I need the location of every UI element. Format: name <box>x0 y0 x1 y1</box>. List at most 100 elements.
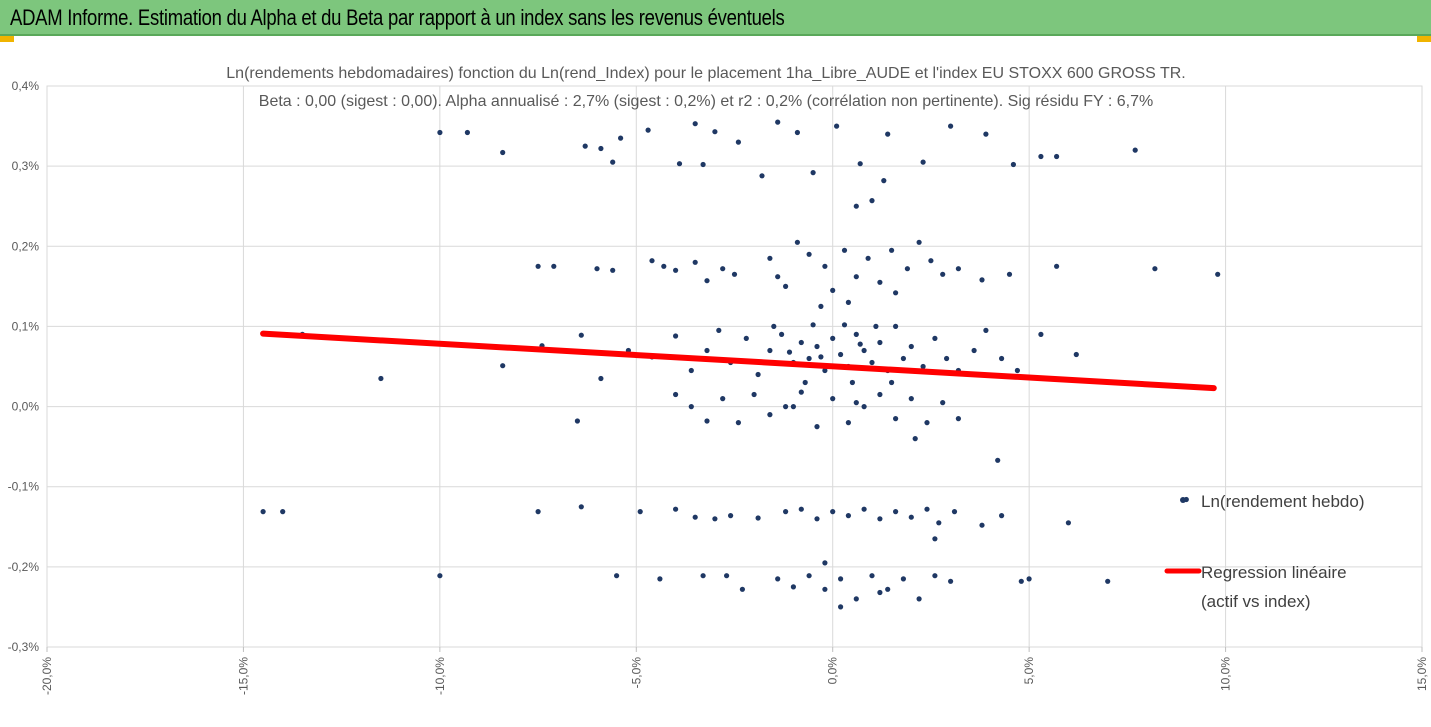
scatter-point <box>775 119 781 125</box>
scatter-point <box>783 509 789 515</box>
scatter-point <box>830 509 836 515</box>
regression-line <box>260 330 1217 392</box>
scatter-point <box>759 173 765 179</box>
scatter-point <box>798 339 804 346</box>
scatter-point <box>889 247 895 253</box>
x-tick-label: -5,0% <box>629 657 643 689</box>
scatter-point <box>916 596 922 602</box>
scatter-point <box>900 355 907 362</box>
scatter-point <box>598 375 604 382</box>
scatter-point <box>798 389 804 395</box>
scatter-point <box>767 255 773 261</box>
scatter-point <box>877 339 883 346</box>
chart-svg: 0,4% 0,3% 0,2% 0,1% 0,0% -0,1% -0,2% -0,3%-20,0… <box>8 65 1429 695</box>
scatter-point <box>755 515 761 521</box>
scatter-point <box>1038 153 1044 160</box>
scatter-point <box>920 159 926 165</box>
scatter-point <box>578 332 584 338</box>
scatter-point <box>948 578 954 584</box>
scatter-point <box>853 203 859 209</box>
scatter-point <box>979 277 985 283</box>
scatter-point <box>904 266 911 272</box>
scatter-point <box>979 522 985 528</box>
scatter-point <box>912 436 918 442</box>
scatter-point <box>1054 263 1060 269</box>
chart-title-line-2: Beta : 0,00 (sigest : 0,00). Alpha annua… <box>259 93 1153 110</box>
scatter-point <box>598 145 604 152</box>
regression-line-group <box>260 330 1217 392</box>
scatter-point <box>893 290 899 296</box>
scatter-point <box>940 400 946 406</box>
scatter-point <box>822 263 828 269</box>
scatter-point <box>873 323 879 329</box>
scatter-point <box>1132 147 1138 153</box>
legend-scatter-marker <box>1180 497 1186 503</box>
scatter-point <box>810 322 816 328</box>
scatter-point <box>594 266 600 272</box>
scatter-point <box>1065 520 1071 526</box>
scatter-point <box>841 247 848 253</box>
scatter-point <box>700 573 706 579</box>
scatter-point <box>928 258 934 264</box>
scatter-point <box>1026 576 1032 582</box>
scatter-point <box>1014 367 1021 374</box>
scatter-point <box>712 516 718 522</box>
legend: Ln(rendement hebdo) Regression linéaire … <box>1164 492 1365 611</box>
scatter-point <box>822 586 828 592</box>
report-banner: ADAM Informe. Estimation du Alpha et du … <box>0 0 1431 36</box>
scatter-point <box>657 576 663 582</box>
scatter-point <box>783 283 789 289</box>
scatter-point <box>794 129 801 136</box>
scatter-point <box>720 396 726 402</box>
scatter-point <box>806 573 812 579</box>
y-tick-label: 0,2% <box>12 239 40 253</box>
scatter-point <box>704 347 710 354</box>
x-tick-label: 0,0% <box>826 657 840 685</box>
scatter-point <box>755 371 761 378</box>
scatter-point <box>830 287 836 293</box>
scatter-point <box>661 263 667 269</box>
y-tick-label: -0,3% <box>8 640 40 654</box>
scatter-point <box>751 391 757 398</box>
scatter-point <box>574 418 581 424</box>
scatter-point <box>814 424 820 430</box>
scatter-point <box>845 299 852 305</box>
scatter-point <box>735 420 742 426</box>
scatter-point <box>838 351 844 358</box>
scatter-point <box>535 509 541 515</box>
x-tick-label: 10,0% <box>1219 657 1233 691</box>
scatter-point <box>861 404 867 410</box>
grid-lines <box>46 85 1423 648</box>
scatter-point <box>885 586 891 592</box>
scatter-point <box>673 506 679 512</box>
scatter-chart: 0,4% 0,3% 0,2% 0,1% 0,0% -0,1% -0,2% -0,3% -20,0… <box>0 38 1431 722</box>
axes: 0,4% 0,3% 0,2% 0,1% 0,0% -0,1% -0,2% -0,3%-20,0… <box>8 79 1429 695</box>
scatter-point <box>700 161 706 168</box>
scatter-point <box>798 506 804 512</box>
scatter-point <box>771 323 777 329</box>
scatter-point <box>775 576 781 582</box>
scatter-point <box>767 347 773 354</box>
y-tick-label: 0,0% <box>12 400 40 414</box>
scatter-point <box>853 400 859 406</box>
scatter-point <box>775 274 781 280</box>
scatter-point <box>1054 153 1060 160</box>
scatter-point <box>614 573 620 579</box>
scatter-point <box>500 363 506 369</box>
scatter-point <box>716 327 722 333</box>
scatter-point <box>1152 266 1158 272</box>
scatter-point <box>802 379 808 386</box>
scatter-points <box>260 119 1221 610</box>
scatter-point <box>841 322 848 328</box>
scatter-point <box>908 514 914 520</box>
scatter-point <box>673 333 679 339</box>
scatter-point <box>582 143 588 149</box>
scatter-point <box>535 263 541 269</box>
scatter-point <box>720 266 726 272</box>
y-tick-label: 0,4% <box>12 79 40 93</box>
scatter-point <box>834 123 840 129</box>
scatter-point <box>838 576 844 582</box>
x-tick-label: -15,0% <box>236 657 250 695</box>
x-tick-label: 5,0% <box>1022 657 1036 685</box>
scatter-point <box>814 343 820 350</box>
